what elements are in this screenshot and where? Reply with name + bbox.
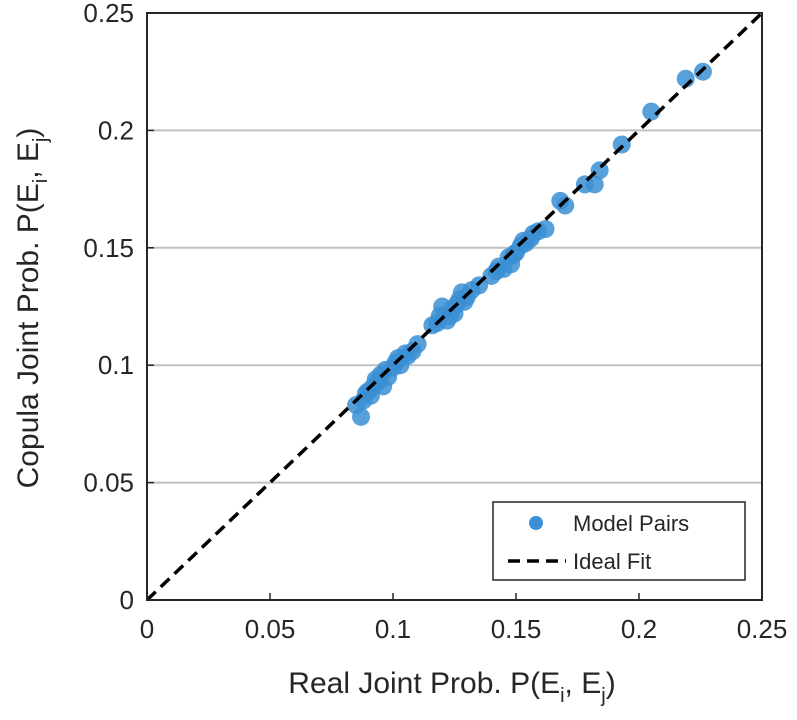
legend-label-ideal-fit: Ideal Fit xyxy=(573,549,651,574)
y-tick-label: 0 xyxy=(120,585,134,615)
legend: Model Pairs Ideal Fit xyxy=(492,501,746,581)
x-tick-label: 0.2 xyxy=(621,614,657,644)
ideal-fit-line xyxy=(145,11,764,602)
ideal-fit-layer xyxy=(145,11,764,602)
y-tick-label: 0.1 xyxy=(98,350,134,380)
x-tick-label: 0.05 xyxy=(245,614,296,644)
data-point xyxy=(536,220,555,239)
y-tick-label: 0.15 xyxy=(83,233,134,263)
plot-frame xyxy=(146,12,763,601)
y-tick-label: 0.05 xyxy=(83,468,134,498)
y-axis-title: Copula Joint Prob. P(Ei, Ej) xyxy=(12,128,52,489)
x-axis-title: Real Joint Prob. P(Ei, Ej) xyxy=(288,667,615,707)
legend-box xyxy=(492,501,746,581)
x-tick-label: 0.15 xyxy=(491,614,542,644)
x-tick-label: 0.1 xyxy=(375,614,411,644)
grid-layer xyxy=(147,129,762,484)
y-tick-label: 0.2 xyxy=(98,115,134,145)
data-point xyxy=(556,196,575,215)
data-point xyxy=(352,407,371,426)
x-tick-label: 0 xyxy=(140,614,154,644)
legend-label-model-pairs: Model Pairs xyxy=(573,511,689,536)
data-point xyxy=(642,102,661,121)
data-point xyxy=(585,175,604,194)
points-layer xyxy=(347,62,712,426)
x-tick-label: 0.25 xyxy=(737,614,788,644)
tick-layer: 0 0.05 0.1 0.15 0.2 0.25 0 0.05 0.1 0.15 0.2 0.25 xyxy=(83,0,787,644)
y-tick-label: 0.25 xyxy=(83,0,134,28)
legend-marker-model-pairs xyxy=(529,516,543,530)
